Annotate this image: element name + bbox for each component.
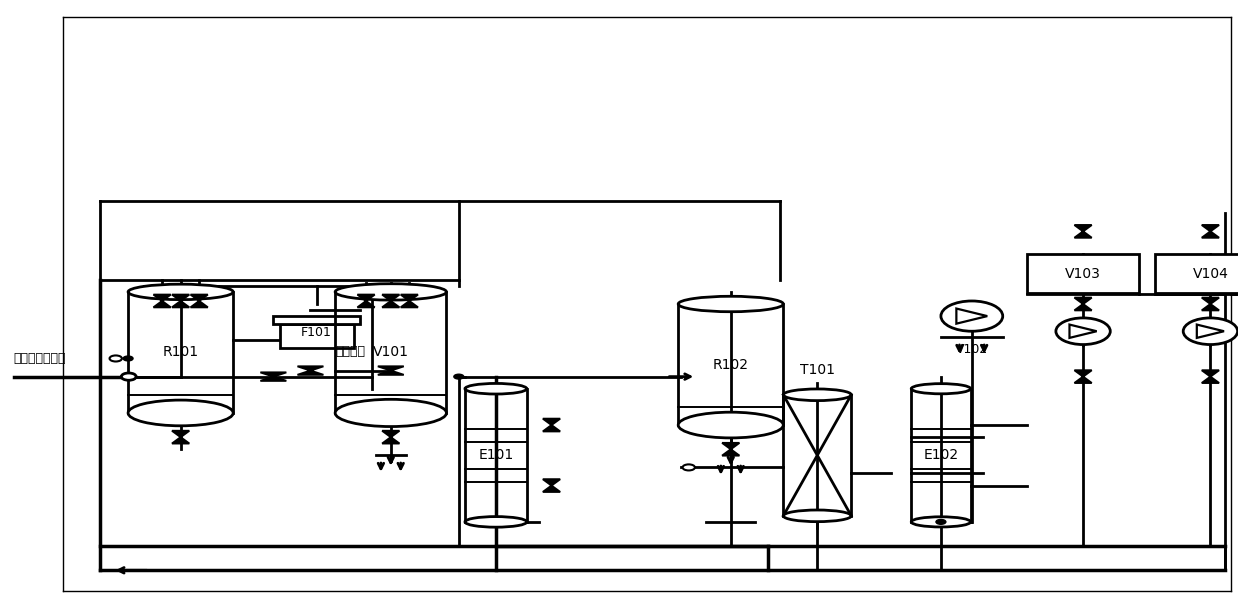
Polygon shape <box>1202 225 1219 238</box>
Polygon shape <box>1074 225 1092 238</box>
Polygon shape <box>260 372 286 381</box>
Text: V102: V102 <box>955 344 987 356</box>
Circle shape <box>940 301 1002 331</box>
Polygon shape <box>154 295 171 307</box>
Bar <box>1155 254 1239 294</box>
Ellipse shape <box>783 389 851 401</box>
Bar <box>465 389 527 522</box>
Polygon shape <box>1074 298 1092 310</box>
Bar <box>128 323 233 413</box>
Polygon shape <box>297 367 323 375</box>
Polygon shape <box>172 431 190 443</box>
Text: T101: T101 <box>800 362 835 376</box>
Circle shape <box>1056 318 1110 345</box>
Text: R102: R102 <box>712 358 748 371</box>
Polygon shape <box>543 419 560 432</box>
Circle shape <box>123 356 133 361</box>
Bar <box>911 389 970 522</box>
Polygon shape <box>172 295 190 307</box>
Polygon shape <box>1202 298 1219 310</box>
Text: V104: V104 <box>1192 267 1228 281</box>
Ellipse shape <box>128 284 233 300</box>
Ellipse shape <box>911 384 970 394</box>
Ellipse shape <box>128 400 233 426</box>
Text: E102: E102 <box>923 448 959 462</box>
Bar <box>678 335 783 425</box>
Bar <box>274 316 359 324</box>
Ellipse shape <box>465 517 527 527</box>
Circle shape <box>121 373 136 380</box>
Polygon shape <box>400 295 418 307</box>
Ellipse shape <box>783 510 851 522</box>
Text: F101: F101 <box>301 326 332 339</box>
Circle shape <box>453 374 463 379</box>
Ellipse shape <box>336 284 446 300</box>
Polygon shape <box>382 295 399 307</box>
Polygon shape <box>1202 370 1219 383</box>
Text: R101: R101 <box>162 345 198 359</box>
Circle shape <box>1183 318 1238 345</box>
Bar <box>280 324 353 348</box>
Text: 物料和氪气进口: 物料和氪气进口 <box>14 351 66 365</box>
Circle shape <box>109 356 121 362</box>
Ellipse shape <box>465 384 527 394</box>
Circle shape <box>683 465 695 471</box>
Ellipse shape <box>678 412 783 438</box>
Polygon shape <box>722 443 740 455</box>
Polygon shape <box>378 367 404 375</box>
Polygon shape <box>382 431 399 443</box>
Text: V103: V103 <box>1066 267 1101 281</box>
Text: 氪气进口: 氪气进口 <box>336 345 366 359</box>
Polygon shape <box>543 479 560 492</box>
Text: E101: E101 <box>478 448 513 462</box>
Bar <box>783 395 851 516</box>
Ellipse shape <box>336 399 446 427</box>
Polygon shape <box>357 295 374 307</box>
Ellipse shape <box>911 517 970 527</box>
Circle shape <box>935 519 945 524</box>
Polygon shape <box>191 295 208 307</box>
Bar <box>336 323 446 413</box>
Ellipse shape <box>678 296 783 312</box>
Bar <box>1027 254 1139 294</box>
Polygon shape <box>1074 370 1092 383</box>
Text: V101: V101 <box>373 345 409 359</box>
